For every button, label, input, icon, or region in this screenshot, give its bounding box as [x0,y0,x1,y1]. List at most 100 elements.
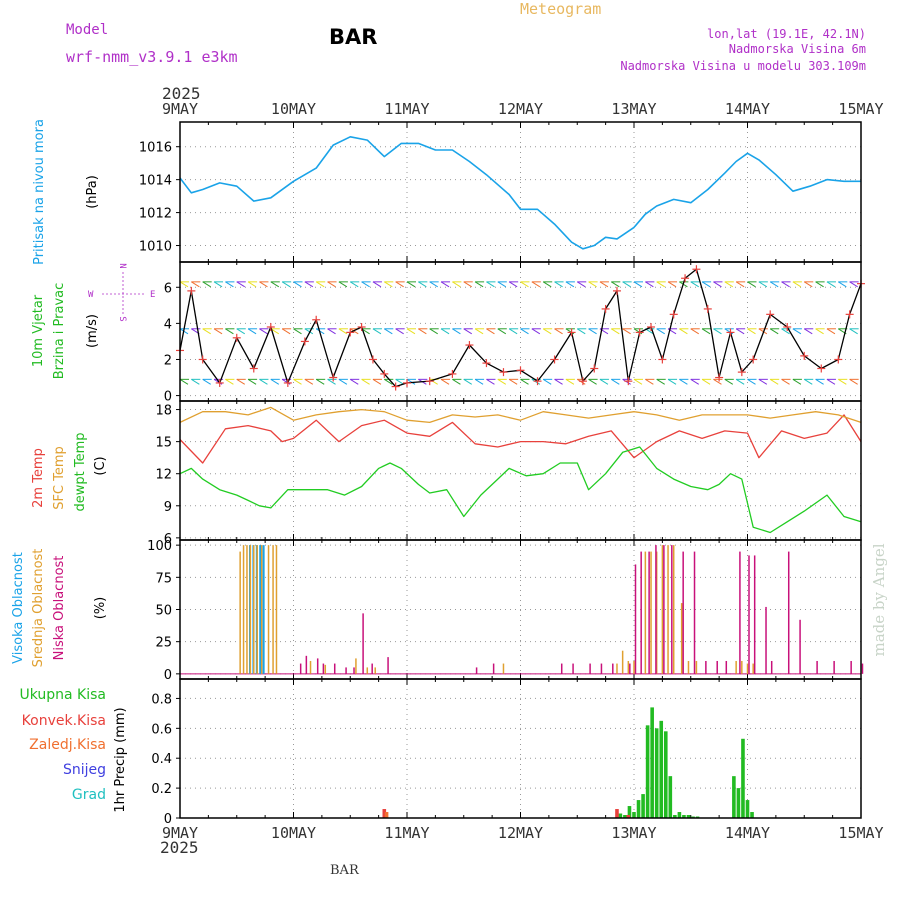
wind-barb [486,281,495,288]
total-rain-bar [736,788,741,818]
wind-barb [497,281,507,288]
wind-barb [259,378,268,385]
wind-barb [327,328,336,335]
wind-barb [815,378,824,385]
wind-barb [565,378,575,385]
wind-barb [225,281,234,288]
bottom-day-label: 13MAY [611,824,656,842]
wind-barb [815,281,824,288]
wind-barb [293,281,302,288]
cloud-low-title: Niska Oblacnost [52,556,67,661]
panel-3: 6 9 12 15 18 [155,400,862,547]
panel-4: 0 25 50 75 100 [147,539,864,683]
bottom-day-label: 14MAY [725,824,770,842]
y-tick-label: 15 [155,436,172,451]
wind-barb [565,328,575,335]
wind-barb [395,281,404,288]
wind-barb [781,378,790,385]
wind-barb [679,328,688,335]
y-tick-label: 4 [164,317,172,332]
wind-barb [349,281,359,288]
wind-barb [690,378,700,385]
precip-unit: 1hr Precip (mm) [113,707,128,812]
legend-total-rain: Ukupna Kisa [19,687,106,703]
wind-barb [406,378,416,385]
wind-barb [372,378,382,385]
total-rain-bar [632,812,636,818]
y-tick-label: 0.4 [151,752,172,767]
wind-barb [520,378,529,385]
wind-barb [599,281,609,288]
compass-w: W [88,290,94,300]
temp2m-title: 2m Temp [31,448,46,508]
wind-barb [667,281,677,288]
y-tick-label: 6 [164,281,172,296]
y-tick-label: 18 [155,404,172,419]
wind-barb [542,328,552,335]
top-day-label: 14MAY [725,100,770,118]
pressure-unit: (hPa) [85,175,100,209]
wind-barb [191,378,200,385]
wind-barb [440,378,450,385]
wind-barb [747,281,756,288]
wind-barb [713,378,722,385]
wind-barb [349,328,359,335]
bottom-day-label: 15MAY [838,824,883,842]
y-tick-label: 25 [155,636,172,651]
wind-barb [202,328,211,335]
wind-barb [781,281,790,288]
wind-barb [293,378,302,385]
wind-barb [508,281,518,288]
model-label: Model [66,22,108,38]
wind-barb [656,328,665,335]
wind-barb [713,328,722,335]
wind-barb [576,378,586,385]
y-tick-label: 1012 [139,207,172,222]
wind-barb [633,378,643,385]
wind-barb [247,281,257,288]
total-rain-bar [682,815,686,818]
dewpt-title: dewpt Temp [73,432,88,511]
wind-barb [225,378,234,385]
wind-barb [576,328,586,335]
wind-title-1: 10m Vjetar [31,294,46,367]
pressure-title: Pritisak na nivou mora [32,119,47,265]
model-name: wrf-nmm_v3.9.1 e3km [66,48,238,66]
y-tick-label: 0.8 [151,692,172,707]
legend-conv-rain: Konvek.Kisa [22,713,106,729]
wind-barb [792,378,802,385]
wind-barb [803,328,813,335]
bottom-day-label: 10MAY [271,824,316,842]
total-rain-bar [732,776,736,818]
top-day-label: 13MAY [611,100,656,118]
temp-unit: (C) [93,456,108,475]
wind-barb [769,281,779,288]
model-elevation-text: Nadmorska Visina u modelu 303.109m [620,59,866,73]
wind-barb [724,378,734,385]
wind-barb [542,378,552,385]
legend-snow: Snijeg [63,762,106,778]
y-tick-label: 0 [164,812,172,827]
y-tick-label: 1014 [139,174,172,189]
bottom-year-label: 2025 [160,838,199,857]
wind-barb [372,328,382,335]
wind-barb [520,281,529,288]
wind-barb [622,281,631,288]
wind-barb [747,378,756,385]
wind-barb [554,281,563,288]
wind-barb [213,328,223,335]
y-tick-label: 0 [164,390,172,405]
wind-barb [611,378,620,385]
wind-barb [486,328,495,335]
y-tick-label: 6 [164,532,172,547]
wind-barb [611,281,620,288]
top-day-label: 15MAY [838,100,883,118]
wind-barb [474,378,484,385]
top-day-label: 10MAY [271,100,316,118]
wind-barb [474,328,484,335]
wind-barb [735,328,745,335]
wind-barb [576,281,586,288]
legend-frozen-rain: Zaledj.Kisa [29,737,106,753]
wind-barb [735,378,745,385]
total-rain-bar [741,738,745,818]
